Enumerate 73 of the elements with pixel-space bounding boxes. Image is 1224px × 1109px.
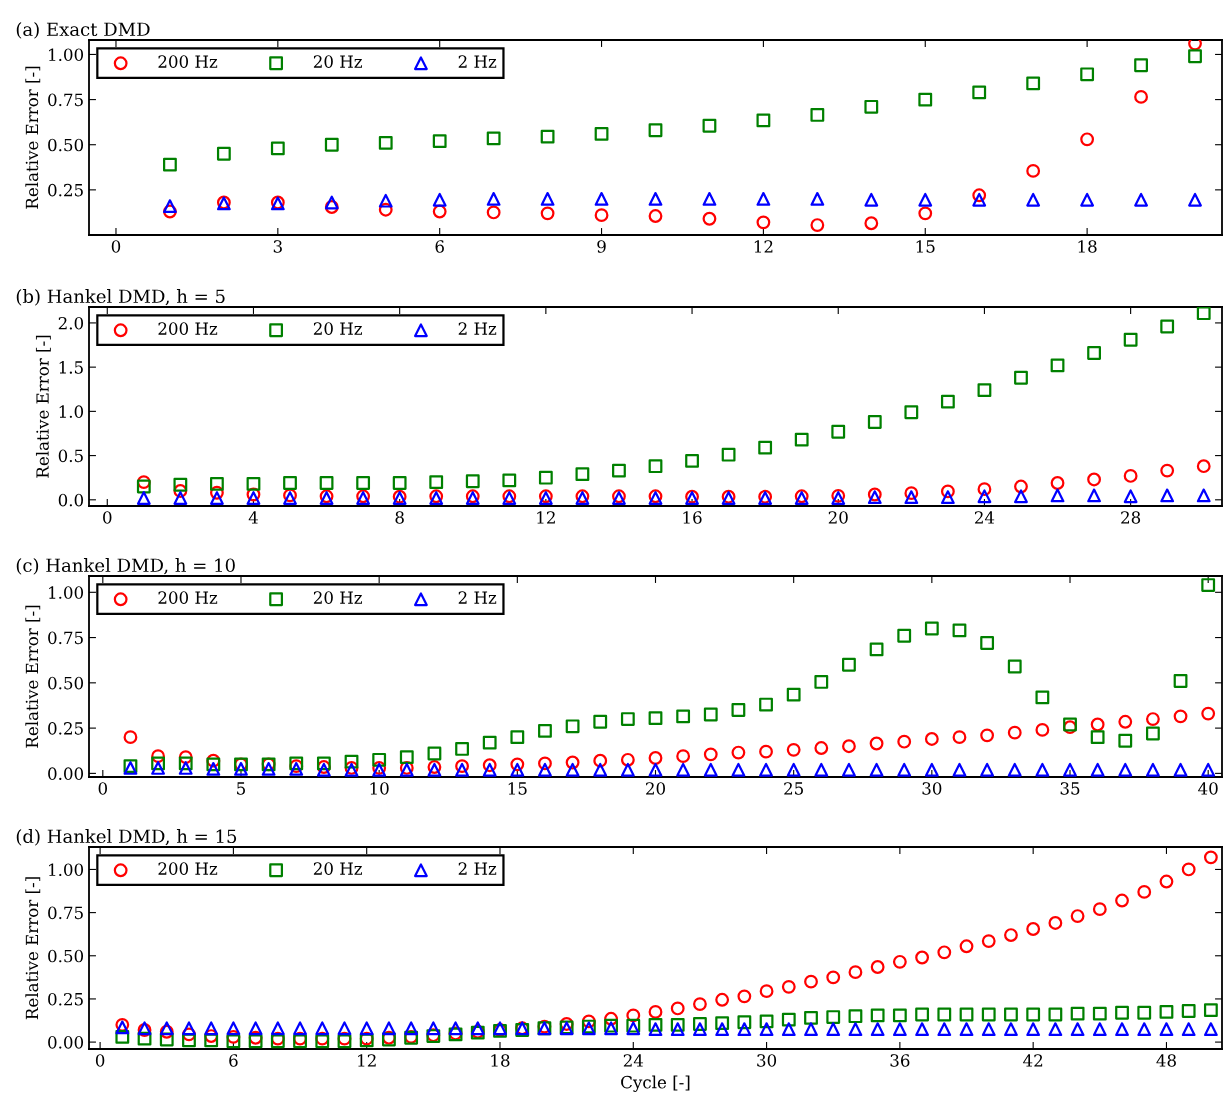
x-tick-label: 20 bbox=[646, 782, 665, 795]
y-tick-label: 0.50 bbox=[48, 676, 84, 690]
y-tick-label: 0.0 bbox=[58, 493, 84, 507]
legend-label: 200 Hz bbox=[158, 862, 218, 875]
y-tick-label: 0.00 bbox=[48, 1036, 84, 1049]
x-tick-label: 35 bbox=[1060, 782, 1080, 795]
x-tick-label: 12 bbox=[358, 1054, 376, 1067]
y-tick-label: 0.25 bbox=[48, 183, 83, 197]
y-axis-title: Relative Error [-] bbox=[25, 66, 41, 209]
x-tick-label: 0 bbox=[98, 782, 108, 795]
legend-label: 200 Hz bbox=[158, 322, 218, 335]
y-tick-label: 2.0 bbox=[58, 316, 84, 330]
x-tick-label: 10 bbox=[370, 782, 389, 795]
x-tick-label: 4 bbox=[248, 511, 258, 524]
x-tick-label: 18 bbox=[1078, 240, 1097, 253]
chart-title: (a) Exact DMD bbox=[16, 22, 150, 39]
y-tick-label: 1.00 bbox=[49, 863, 84, 877]
legend-label: 200 Hz bbox=[158, 591, 218, 604]
legend-label: 20 Hz bbox=[313, 862, 362, 875]
legend-label: 20 Hz bbox=[313, 55, 362, 68]
y-tick-label: 0.50 bbox=[48, 949, 84, 963]
chart-title: (d) Hankel DMD, h = 15 bbox=[16, 829, 237, 846]
legend-label: 20 Hz bbox=[313, 591, 362, 604]
y-tick-label: 0.25 bbox=[48, 992, 83, 1006]
chart-title: (b) Hankel DMD, h = 5 bbox=[16, 289, 225, 306]
y-tick-label: 0.00 bbox=[48, 767, 84, 780]
x-axis-title: Cycle [-] bbox=[621, 1075, 690, 1092]
legend-label: 2 Hz bbox=[458, 591, 497, 604]
x-tick-label: 0 bbox=[111, 240, 121, 253]
legend-label: 2 Hz bbox=[458, 322, 497, 335]
x-tick-label: 0 bbox=[103, 511, 112, 524]
x-tick-label: 18 bbox=[491, 1054, 510, 1067]
x-tick-label: 20 bbox=[828, 511, 848, 524]
x-tick-label: 8 bbox=[395, 511, 404, 524]
x-tick-label: 6 bbox=[229, 1054, 238, 1067]
x-tick-label: 12 bbox=[754, 240, 773, 253]
y-axis-title: Relative Error [-] bbox=[25, 877, 41, 1020]
x-tick-label: 25 bbox=[784, 782, 803, 795]
x-tick-label: 48 bbox=[1156, 1054, 1176, 1067]
x-tick-label: 9 bbox=[597, 240, 606, 253]
y-tick-label: 0.75 bbox=[48, 93, 83, 107]
x-tick-label: 30 bbox=[757, 1054, 777, 1067]
x-tick-label: 15 bbox=[508, 782, 527, 795]
legend-label: 200 Hz bbox=[158, 55, 218, 68]
x-tick-label: 42 bbox=[1023, 1054, 1043, 1067]
y-tick-label: 1.0 bbox=[59, 405, 84, 418]
y-axis-title: Relative Error [-] bbox=[35, 335, 51, 478]
x-tick-label: 0 bbox=[95, 1054, 105, 1067]
x-tick-label: 36 bbox=[890, 1054, 910, 1067]
y-tick-label: 1.00 bbox=[49, 586, 84, 599]
legend-label: 2 Hz bbox=[458, 55, 497, 68]
x-tick-label: 24 bbox=[974, 511, 995, 524]
y-axis-title: Relative Error [-] bbox=[25, 605, 41, 748]
chart-title: (c) Hankel DMD, h = 10 bbox=[16, 558, 235, 575]
legend-label: 2 Hz bbox=[458, 862, 497, 875]
x-tick-label: 40 bbox=[1198, 782, 1218, 795]
y-tick-label: 0.50 bbox=[48, 138, 84, 152]
x-tick-label: 15 bbox=[916, 240, 935, 253]
x-tick-label: 5 bbox=[237, 782, 245, 795]
y-tick-label: 0.25 bbox=[48, 722, 83, 735]
x-tick-label: 3 bbox=[273, 240, 282, 253]
y-tick-label: 1.5 bbox=[59, 361, 83, 374]
x-tick-label: 12 bbox=[537, 511, 555, 524]
x-tick-label: 30 bbox=[922, 782, 942, 795]
y-tick-label: 0.75 bbox=[48, 906, 83, 920]
y-tick-label: 1.00 bbox=[49, 48, 84, 62]
x-tick-label: 16 bbox=[683, 511, 702, 524]
x-tick-label: 6 bbox=[435, 240, 444, 253]
y-tick-label: 0.75 bbox=[48, 631, 83, 645]
x-tick-label: 28 bbox=[1121, 511, 1141, 524]
legend-label: 20 Hz bbox=[313, 322, 362, 335]
y-tick-label: 0.5 bbox=[58, 449, 83, 463]
x-tick-label: 24 bbox=[623, 1054, 644, 1067]
